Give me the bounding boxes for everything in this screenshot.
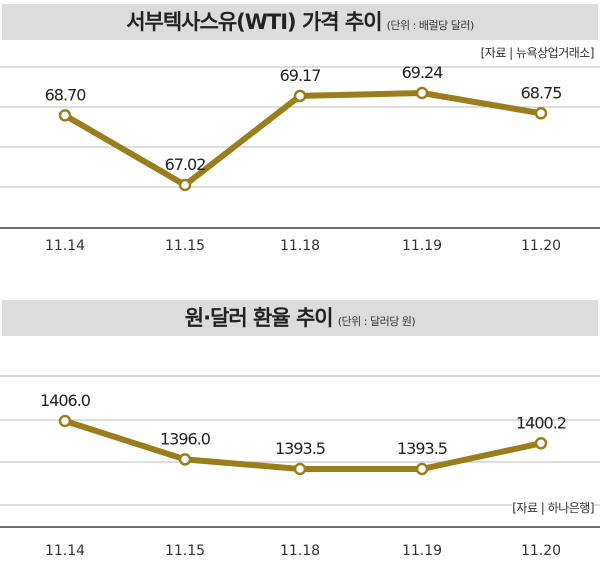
krw-chart-source: [자료 | 하나은행]: [512, 499, 594, 516]
x-tick-label: 11.14: [45, 543, 85, 559]
data-label: 69.17: [280, 66, 321, 85]
krw-chart-title: 원·달러 환율 추이: [184, 306, 334, 330]
data-point: [534, 437, 548, 450]
x-tick-label: 11.20: [521, 543, 561, 559]
data-label: 68.70: [45, 85, 87, 104]
data-label: 1400.2: [516, 413, 566, 432]
x-tick-label: 11.15: [165, 238, 205, 254]
wti-chart-title: 서부텍사스유(WTI) 가격 추이: [126, 10, 382, 34]
data-label: 68.75: [521, 83, 562, 102]
x-tick-label: 11.18: [280, 238, 320, 254]
data-label: 1393.5: [397, 439, 447, 458]
x-tick-label: 11.15: [165, 543, 205, 559]
data-point: [415, 462, 429, 476]
krw-chart-header: 원·달러 환율 추이 (단위 : 달러당 원): [2, 300, 598, 336]
data-point: [415, 86, 429, 100]
x-tick-label: 11.19: [402, 238, 442, 254]
wti-chart-header: 서부텍사스유(WTI) 가격 추이 (단위 : 배럴당 달러): [2, 4, 598, 40]
data-point: [178, 453, 192, 466]
data-label: 1396.0: [160, 429, 211, 448]
x-tick-label: 11.19: [402, 543, 442, 559]
data-point: [58, 414, 72, 428]
data-point: [58, 109, 72, 122]
data-point: [178, 178, 192, 192]
data-label: 1393.5: [275, 439, 325, 458]
krw-chart-unit: (단위 : 달러당 원): [337, 315, 416, 328]
data-point: [293, 462, 307, 476]
wti-chart-plot: 68.70 11.14 67.02 11.15 69.17 11.18 69.24 11.19…: [0, 63, 600, 254]
data-label: 69.24: [402, 63, 444, 82]
wti-chart-source: [자료 | 뉴욕상업거래소]: [480, 46, 595, 60]
data-point: [534, 107, 548, 120]
data-point: [293, 89, 307, 103]
x-tick-label: 11.14: [45, 238, 85, 254]
wti-chart-unit: (단위 : 배럴당 달러): [386, 19, 475, 32]
data-label: 1406.0: [40, 391, 91, 410]
x-tick-label: 11.20: [521, 238, 561, 254]
x-tick-label: 11.18: [280, 543, 320, 559]
data-label: 67.02: [165, 155, 206, 174]
